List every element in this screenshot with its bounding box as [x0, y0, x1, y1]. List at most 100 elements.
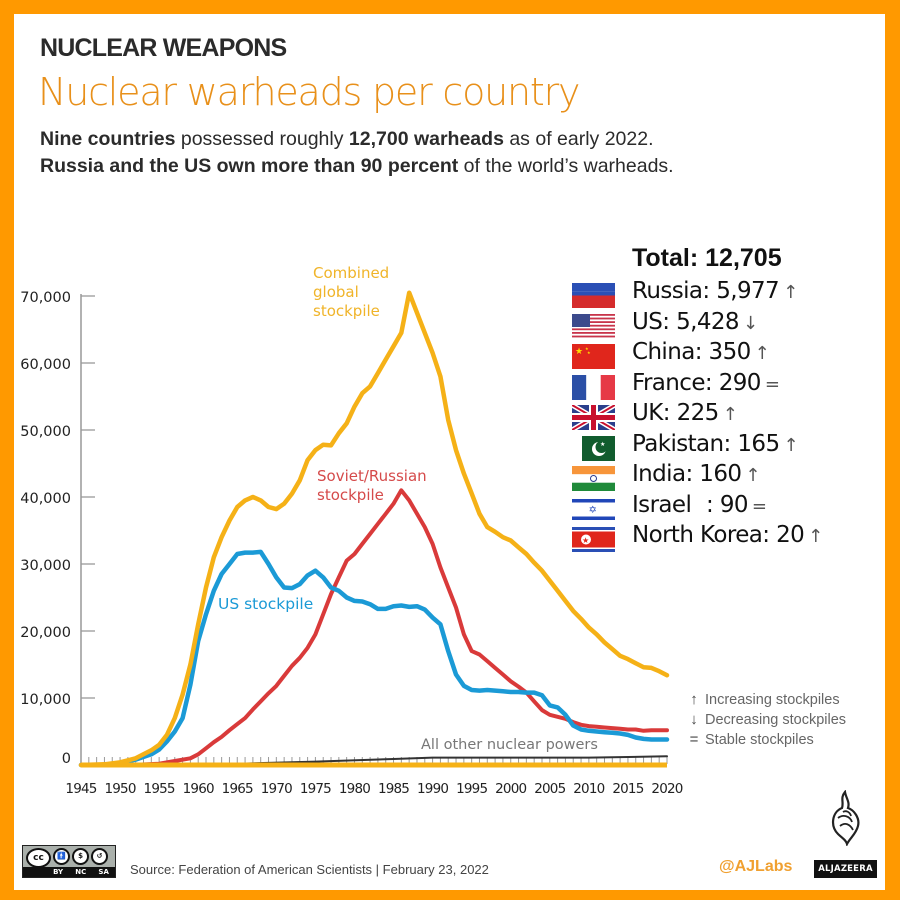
x-tick-label: 1945 [65, 781, 96, 797]
legend-row-china: ★ ★ ★ China: 350 ↑ [570, 339, 890, 371]
arrow-up-icon: ↑ [783, 282, 798, 303]
license-tag: NC [75, 868, 87, 876]
series-label-us: US stockpile [218, 595, 313, 613]
x-tick-label: 2015 [612, 781, 643, 797]
trend-key: ↑ Increasing stockpiles ↓ Decreasing stock… [683, 690, 846, 750]
trend-key-item: ↓ Decreasing stockpiles [683, 710, 846, 730]
legend-country-label: France: 290 = [632, 369, 780, 396]
y-tick-label: 50,000 [20, 424, 71, 440]
country-count: Israel : 90 [632, 491, 748, 518]
france-flag-icon [572, 374, 615, 400]
x-tick-label: 2005 [534, 781, 565, 797]
share-alike-icon: ↺ [91, 848, 108, 865]
y-tick-label: 10,000 [20, 692, 71, 708]
series-label-combined: Combined [313, 264, 389, 282]
aljazeera-logo-icon [832, 790, 860, 846]
subtitle-text: possessed roughly [175, 128, 349, 150]
no-dollar-icon: $ [72, 848, 89, 865]
equals-icon: = [689, 731, 699, 748]
x-tick-label: 1980 [339, 781, 370, 797]
y-tick-label: 70,000 [20, 290, 71, 306]
x-tick-label: 1990 [417, 781, 448, 797]
russia-flag-icon [572, 283, 615, 308]
x-tick-label: 1965 [222, 781, 253, 797]
x-tick-label: 2010 [573, 781, 604, 797]
trend-key-item: ↑ Increasing stockpiles [683, 690, 846, 710]
social-handle[interactable]: @AJLabs [719, 858, 793, 875]
series-label-russia: stockpile [317, 486, 384, 504]
country-count: China: 350 [632, 339, 751, 365]
legend-row-pakistan: ★ Pakistan: 165 ↑ [570, 430, 890, 463]
legend-country-label: India: 160 ↑ [632, 461, 761, 487]
series-line-us [78, 549, 670, 768]
subtitle-bold: Russia and the US own more than 90 perce… [40, 155, 459, 177]
x-tick-label: 2000 [495, 781, 526, 797]
svg-text:★: ★ [600, 441, 605, 448]
subtitle: Nine countries possessed roughly 12,700 … [40, 126, 674, 180]
subtitle-line-1: Nine countries possessed roughly 12,700 … [40, 126, 674, 153]
country-count: France: 290 [632, 369, 761, 396]
y-tick-label: 60,000 [20, 357, 71, 373]
chart-axes: 0 10,000 20,000 30,000 40,000 50,000 60,000 70,… [20, 290, 683, 797]
arrow-up-icon: ↑ [783, 434, 798, 456]
license-tag: SA [98, 868, 109, 876]
x-tick-label: 1950 [104, 781, 135, 797]
israel-flag-icon: ✡ [572, 496, 615, 522]
source-note: Source: Federation of American Scientist… [130, 862, 489, 877]
equals-icon: = [751, 495, 767, 517]
india-flag-icon [572, 466, 615, 491]
x-tick-label: 1995 [456, 781, 487, 797]
page-title: Nuclear warheads per country [38, 70, 581, 114]
arrow-up-icon: ↑ [690, 691, 698, 708]
country-count: Pakistan: 165 [632, 430, 780, 457]
arrow-up-icon: ↑ [745, 465, 760, 486]
series-line-russia [79, 488, 669, 767]
person-icon: 🚹 [53, 848, 70, 865]
svg-text:✡: ✡ [589, 505, 597, 516]
legend-country-label: Russia: 5,977 ↑ [632, 278, 798, 304]
x-tick-label: 1985 [378, 781, 409, 797]
trend-key-label: Stable stockpiles [705, 732, 814, 748]
country-count: North Korea: 20 [632, 522, 805, 548]
kicker-heading: NUCLEAR WEAPONS [40, 34, 287, 62]
aljazeera-brand-badge: ALJAZEERA [814, 860, 877, 878]
legend-row-north-korea: ★ North Korea: 20 ↑ [570, 522, 890, 554]
trend-key-label: Decreasing stockpiles [705, 712, 847, 728]
svg-text:★: ★ [575, 347, 583, 357]
arrow-up-icon: ↑ [808, 526, 823, 547]
arrow-up-icon: ↑ [722, 404, 738, 425]
country-count: India: 160 [632, 461, 742, 487]
series-label-russia: Soviet/Russian [317, 467, 427, 485]
legend-country-label: Pakistan: 165 ↑ [632, 430, 799, 457]
pakistan-flag-icon: ★ [582, 435, 615, 461]
series-label-combined: global [313, 283, 359, 301]
chart-lines [78, 290, 670, 768]
y-tick-label: 0 [62, 751, 71, 767]
legend-row-france: France: 290 = [570, 369, 890, 402]
trend-key-item: = Stable stockpiles [683, 730, 846, 750]
arrow-down-icon: ↓ [742, 312, 758, 334]
arrow-down-icon: ↓ [690, 711, 698, 728]
total-label: Total: 12,705 [632, 244, 782, 272]
subtitle-line-2: Russia and the US own more than 90 perce… [40, 153, 674, 180]
trend-key-label: Increasing stockpiles [705, 692, 840, 708]
svg-text:★: ★ [585, 346, 589, 351]
series-label-combined: stockpile [313, 302, 380, 320]
legend-row-us: US: 5,428 ↓ [570, 308, 890, 341]
country-count: US: 5,428 [632, 308, 740, 335]
legend-row-israel: ✡ Israel : 90 = [570, 491, 890, 524]
legend-country-label: UK: 225 ↑ [632, 400, 738, 426]
subtitle-bold: Nine countries [40, 128, 176, 150]
x-tick-label: 1970 [261, 781, 292, 797]
y-tick-label: 20,000 [20, 625, 71, 641]
x-tick-label: 1960 [183, 781, 214, 797]
x-tick-label: 1955 [144, 781, 175, 797]
arrow-up-icon: ↑ [754, 343, 770, 364]
svg-text:★: ★ [582, 536, 589, 545]
subtitle-text: of the world’s warheads. [458, 155, 674, 177]
legend-country-label: China: 350 ↑ [632, 339, 770, 365]
series-label-others: All other nuclear powers [421, 737, 598, 753]
north-korea-flag-icon: ★ [572, 527, 615, 552]
